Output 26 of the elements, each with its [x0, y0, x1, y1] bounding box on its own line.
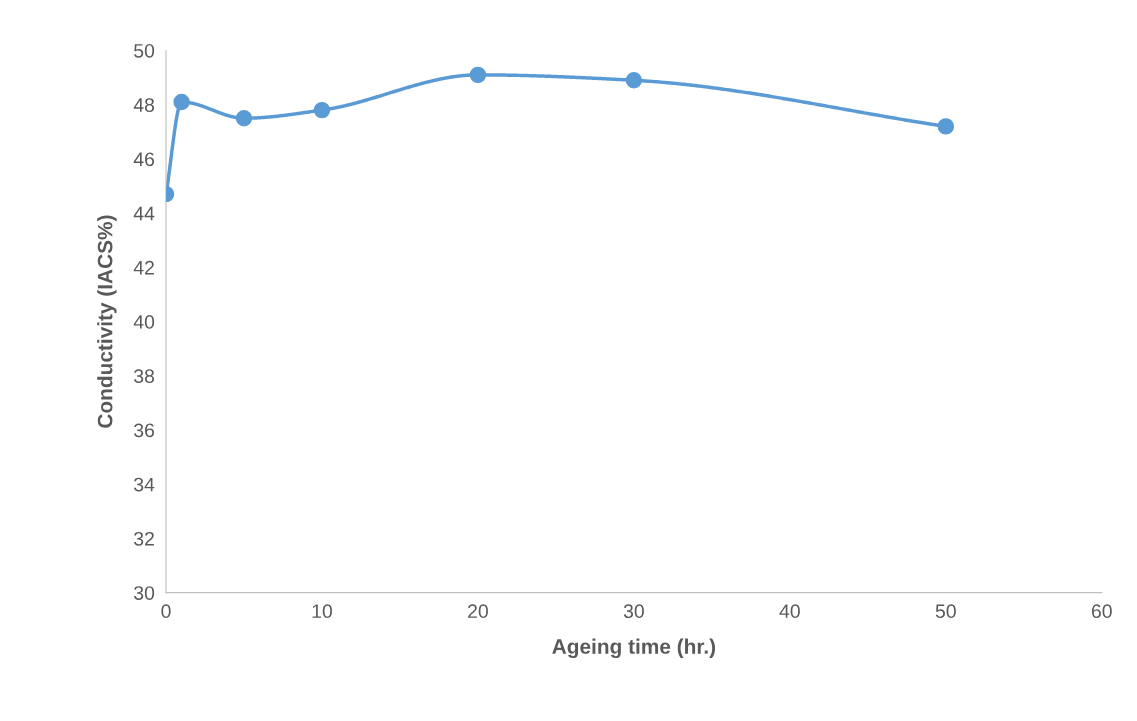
- y-tick-label: 48: [133, 98, 155, 112]
- y-tick-label: 36: [134, 423, 155, 438]
- point: [469, 66, 487, 84]
- y-tick-label: 40: [133, 315, 155, 329]
- y-tick-label: 44: [133, 206, 155, 221]
- x-tick-label: 30: [623, 604, 644, 619]
- x-tick-label: 10: [312, 604, 333, 619]
- point: [173, 93, 190, 111]
- x-axis-title: Ageing time (hr.): [552, 638, 716, 659]
- y-tick-label: 38: [134, 369, 155, 384]
- x-tick-label: 20: [468, 604, 488, 619]
- y-tick-label: 46: [133, 152, 155, 167]
- y-tick-label: 42: [133, 260, 154, 275]
- y-tick-label: 34: [134, 477, 155, 492]
- x-tick-label: 60: [1091, 604, 1112, 619]
- y-tick-label: 32: [134, 531, 154, 546]
- y-tick-label: 50: [134, 43, 155, 58]
- point: [937, 118, 955, 135]
- point: [313, 101, 331, 119]
- point: [235, 110, 253, 127]
- x-tick-label: 50: [935, 604, 956, 619]
- point: [625, 72, 643, 89]
- y-tick-label: 30: [134, 586, 155, 600]
- y-axis-title: Conductivity (IACS%): [97, 215, 117, 428]
- x-tick-label: 40: [779, 604, 800, 619]
- x-tick-label: 0: [161, 604, 171, 619]
